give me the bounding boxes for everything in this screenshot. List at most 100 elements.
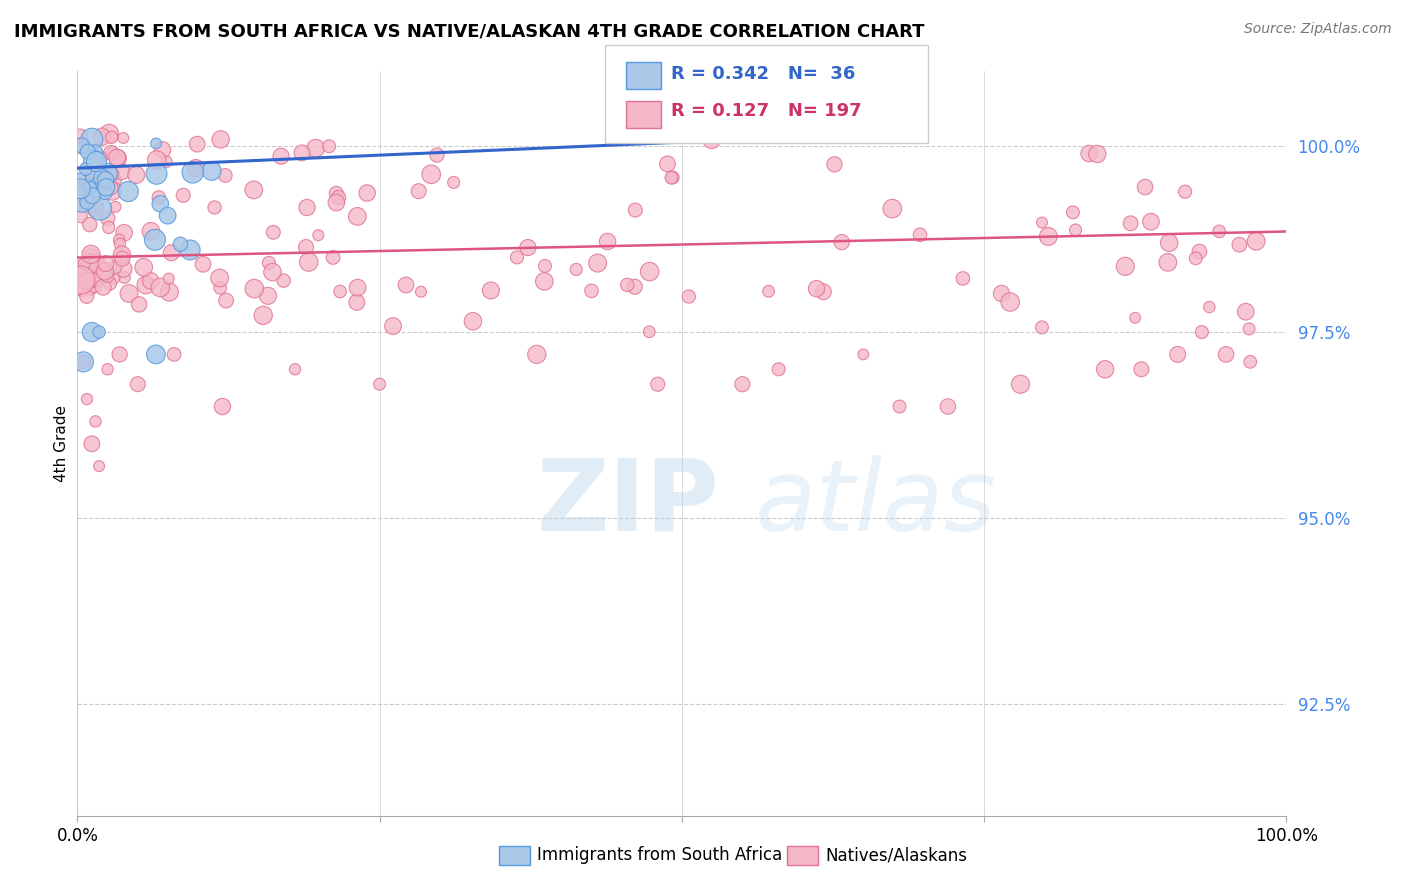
Point	[86, 154, 108, 169]
Point	[145, 153, 167, 167]
Point	[69, 194, 91, 208]
Point	[346, 280, 368, 294]
Point	[82, 188, 104, 202]
Point	[82, 277, 104, 291]
Point	[768, 362, 790, 376]
Point	[325, 195, 347, 210]
Point	[80, 132, 103, 146]
Point	[409, 285, 432, 299]
Point	[70, 138, 93, 153]
Point	[624, 203, 647, 218]
Point	[506, 251, 529, 265]
Point	[172, 188, 194, 202]
Point	[322, 251, 344, 265]
Point	[1237, 322, 1260, 336]
Point	[82, 176, 104, 190]
Point	[731, 377, 754, 392]
Text: Source: ZipAtlas.com: Source: ZipAtlas.com	[1244, 22, 1392, 37]
Text: R = 0.342   N=  36: R = 0.342 N= 36	[671, 65, 855, 83]
Point	[307, 228, 329, 243]
Point	[952, 271, 974, 285]
Point	[90, 262, 112, 277]
Point	[139, 224, 162, 238]
Point	[1167, 347, 1189, 361]
Point	[114, 270, 136, 285]
Point	[87, 180, 110, 194]
Point	[1038, 229, 1060, 244]
Point	[616, 277, 638, 292]
Point	[72, 284, 94, 298]
Point	[346, 210, 368, 224]
Point	[179, 243, 201, 257]
Point	[328, 190, 350, 204]
Point	[83, 169, 105, 184]
Point	[98, 127, 121, 141]
Point	[70, 193, 93, 207]
Point	[104, 200, 127, 214]
Point	[426, 148, 449, 162]
Point	[252, 309, 274, 323]
Point	[100, 167, 122, 181]
Point	[623, 279, 645, 293]
Point	[111, 165, 134, 179]
Point	[156, 209, 179, 223]
Point	[76, 392, 98, 406]
Point	[257, 289, 280, 303]
Point	[89, 202, 111, 216]
Point	[94, 173, 117, 187]
Point	[420, 167, 443, 181]
Point	[80, 255, 103, 269]
Point	[128, 297, 150, 311]
Point	[84, 254, 107, 268]
Point	[1191, 325, 1213, 339]
Point	[127, 377, 149, 392]
Point	[1234, 304, 1257, 318]
Point	[882, 202, 904, 216]
Point	[118, 286, 141, 301]
Point	[201, 164, 224, 178]
Point	[257, 256, 280, 270]
Point	[72, 355, 94, 369]
Point	[262, 225, 284, 239]
Point	[243, 282, 266, 296]
Point	[111, 252, 134, 266]
Point	[72, 180, 94, 194]
Point	[163, 347, 186, 361]
Point	[813, 285, 835, 299]
Point	[184, 161, 207, 175]
Point	[852, 347, 875, 361]
Point	[318, 139, 340, 153]
Point	[84, 199, 107, 213]
Point	[270, 149, 292, 163]
Point	[295, 240, 318, 254]
Point	[160, 245, 183, 260]
Point	[1159, 235, 1181, 250]
Point	[1208, 224, 1230, 238]
Point	[80, 257, 103, 271]
Point	[169, 237, 191, 252]
Point	[443, 176, 465, 190]
Point	[647, 377, 669, 392]
Point	[565, 262, 588, 277]
Point	[79, 180, 101, 194]
Point	[84, 414, 107, 428]
Point	[1188, 244, 1211, 259]
Point	[329, 285, 352, 299]
Text: atlas: atlas	[755, 455, 995, 552]
Text: ZIP: ZIP	[537, 455, 720, 552]
Point	[298, 255, 321, 269]
Point	[72, 138, 94, 153]
Point	[96, 180, 118, 194]
Point	[94, 256, 117, 270]
Point	[479, 284, 502, 298]
Point	[661, 170, 683, 185]
Point	[135, 277, 157, 292]
Point	[1184, 252, 1206, 266]
Point	[100, 145, 122, 160]
Point	[1114, 260, 1136, 274]
Point	[80, 325, 103, 339]
Point	[1198, 300, 1220, 314]
Point	[94, 264, 117, 278]
Point	[657, 157, 679, 171]
Point	[72, 355, 94, 369]
